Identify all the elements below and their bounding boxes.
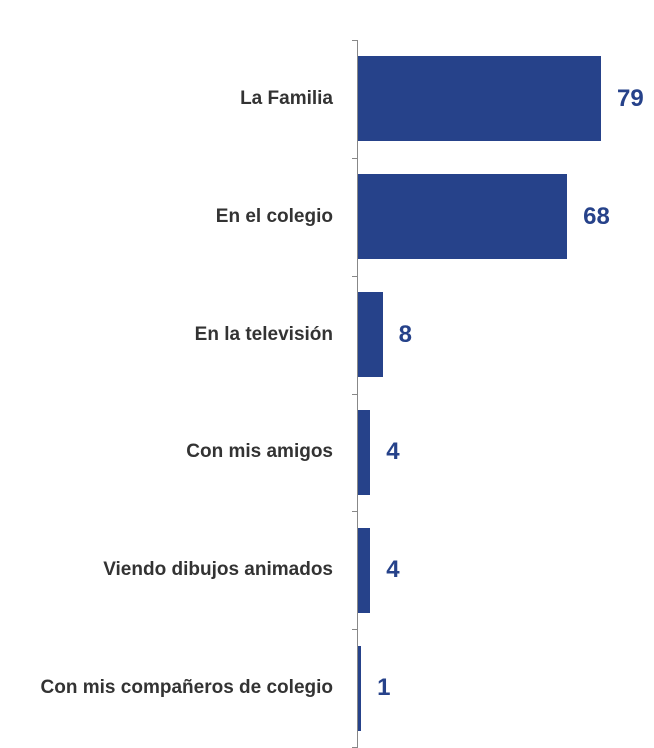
category-label: Con mis compañeros de colegio — [0, 629, 333, 747]
value-label: 68 — [583, 202, 610, 230]
tick-mark — [352, 157, 358, 159]
bar — [358, 409, 371, 495]
category-text: Con mis amigos — [186, 441, 333, 463]
value-label: 4 — [386, 556, 400, 584]
category-text: En el colegio — [215, 205, 333, 227]
bar — [358, 292, 383, 378]
category-label: Con mis amigos — [0, 394, 333, 512]
category-label: La Familia — [0, 40, 333, 158]
category-text: Viendo dibujos animados — [103, 559, 333, 581]
category-text: Con mis compañeros de colegio — [40, 677, 333, 699]
tick-mark — [352, 629, 358, 631]
category-label: En el colegio — [0, 158, 333, 276]
bar — [358, 645, 362, 731]
category-text: La Familia — [240, 87, 333, 109]
bar — [358, 174, 568, 260]
value-label: 79 — [617, 84, 644, 112]
value-label: 1 — [377, 674, 391, 702]
tick-mark — [352, 40, 358, 41]
category-label: En la televisión — [0, 276, 333, 394]
bar — [358, 527, 371, 613]
value-label: 4 — [386, 438, 400, 466]
tick-mark — [352, 275, 358, 277]
value-label: 8 — [398, 320, 412, 348]
category-label: Viendo dibujos animados — [0, 511, 333, 629]
tick-mark — [352, 511, 358, 513]
tick-mark — [352, 393, 358, 395]
bar — [358, 56, 601, 142]
category-text: En la televisión — [194, 323, 333, 345]
